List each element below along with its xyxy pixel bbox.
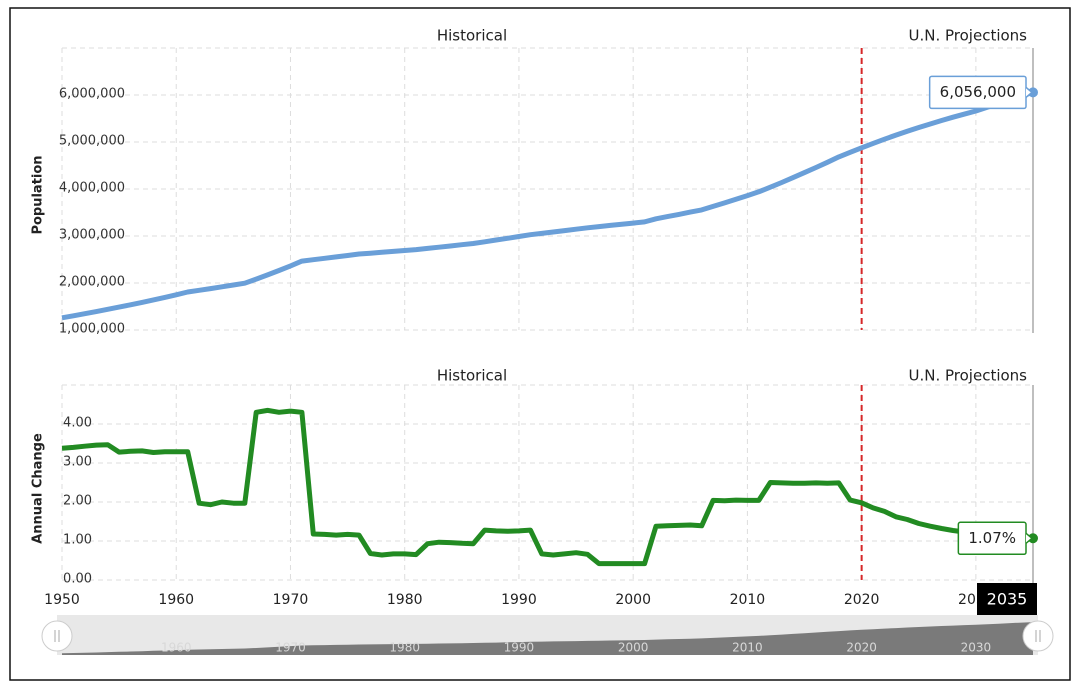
section-label: U.N. Projections — [909, 367, 1028, 385]
y-tick-label: 2,000,000 — [59, 275, 125, 290]
tooltip-pointer — [1025, 86, 1034, 98]
navigator-label: 2010 — [732, 641, 763, 655]
section-label: U.N. Projections — [909, 27, 1028, 45]
y-tick-label: 6,000,000 — [59, 87, 125, 102]
data-line — [61, 407, 1034, 567]
data-line — [61, 90, 1034, 321]
tooltip-label: 6,056,000 — [940, 83, 1016, 101]
navigator-label: 1990 — [504, 641, 535, 655]
y-tick-label: 4.00 — [63, 416, 92, 431]
y-axis-title: Annual Change — [31, 433, 46, 544]
navigator-label: 2020 — [846, 641, 877, 655]
handle-circle — [41, 620, 73, 652]
y-axis-title: Population — [31, 155, 46, 234]
x-tick-label: 2020 — [844, 592, 880, 608]
x-hover-box — [977, 583, 1037, 615]
navigator-label: 1980 — [389, 641, 420, 655]
tooltip-label: 1.07% — [968, 529, 1016, 547]
navigator-label: 2030 — [961, 641, 992, 655]
x-tick-label: 1980 — [387, 592, 423, 608]
navigator-handle[interactable] — [41, 620, 73, 652]
navigator-label: 1970 — [275, 641, 306, 655]
x-tick-label: 1950 — [44, 592, 80, 608]
x-tick-label: 1960 — [158, 592, 194, 608]
y-tick-label: 0.00 — [63, 572, 92, 587]
x-tick-label: 2000 — [615, 592, 651, 608]
section-label: Historical — [437, 367, 507, 385]
y-tick-label: 1,000,000 — [59, 322, 125, 337]
y-tick-label: 2.00 — [63, 494, 92, 509]
y-tick-label: 3.00 — [63, 455, 92, 470]
tooltip: 1.07% — [957, 521, 1034, 556]
y-tick-label: 1.00 — [63, 533, 92, 548]
x-tick-label: 1970 — [273, 592, 309, 608]
tooltip-pointer — [1025, 532, 1034, 544]
x-hover-label: 2035 — [987, 590, 1028, 609]
x-tick-label: 1990 — [501, 592, 537, 608]
section-label: Historical — [437, 27, 507, 45]
navigator-area — [62, 622, 1033, 655]
y-tick-label: 3,000,000 — [59, 228, 125, 243]
tooltip: 6,056,000 — [928, 75, 1034, 110]
navigator-label: 1960 — [161, 641, 192, 655]
y-tick-label: 5,000,000 — [59, 134, 125, 149]
handle-circle — [1022, 620, 1054, 652]
frame — [9, 7, 1071, 681]
y-tick-label: 4,000,000 — [59, 181, 125, 196]
navigator-label: 2000 — [618, 641, 649, 655]
navigator-handle[interactable] — [1022, 620, 1054, 652]
x-tick-label: 2010 — [730, 592, 766, 608]
